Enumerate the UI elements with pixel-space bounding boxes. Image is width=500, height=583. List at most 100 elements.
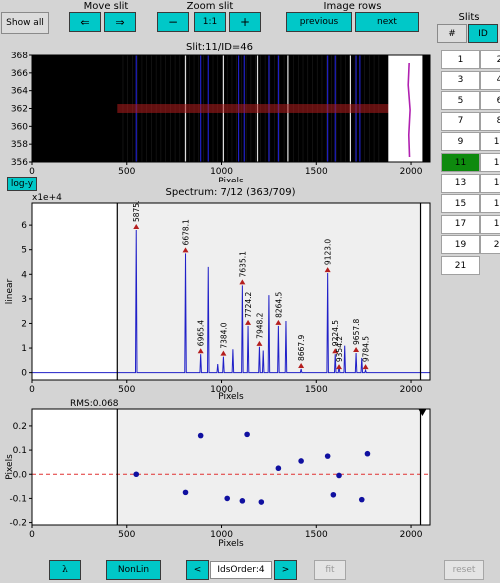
zoom-out-button[interactable]: − xyxy=(157,12,189,32)
spectrum-x-axis-label: Pixels xyxy=(218,392,244,400)
residual-plot[interactable]: 0 500 1000 1500 2000 -0.2 -0.1 0.0 0.1 0.2 Pixels P… xyxy=(0,405,436,550)
residual-point xyxy=(182,489,189,496)
image-x-tick-label: 1500 xyxy=(305,167,328,177)
reset-button[interactable]: reset xyxy=(444,560,484,580)
residual-y-tick-label: 0.0 xyxy=(13,470,28,480)
slit-item-6[interactable]: 6 xyxy=(480,91,500,111)
slit-item-17[interactable]: 17 xyxy=(441,214,480,234)
rms-label: RMS:0.068 xyxy=(70,399,119,409)
slit-item-21[interactable]: 21 xyxy=(441,256,480,275)
lambda-button[interactable]: λ xyxy=(49,560,81,580)
residual-point xyxy=(324,453,331,459)
spectrum-y-tick-label: 1 xyxy=(21,344,27,354)
line-id-label: 7635.1 xyxy=(238,251,247,277)
slit-item-12[interactable]: 12 xyxy=(480,153,500,172)
spectrum-frame xyxy=(31,202,431,381)
nonlin-button[interactable]: NonLin xyxy=(106,560,161,580)
spectrum-line xyxy=(32,230,430,374)
spectrum-plot[interactable]: 5875.6 6678.1 6965.4 7384.0 7635.1 7724.27948… xyxy=(0,200,436,400)
next-row-button[interactable]: next xyxy=(355,12,419,32)
slit-item-1[interactable]: 1 xyxy=(441,50,480,69)
slits-sort-id-tab[interactable]: ID xyxy=(468,24,498,43)
image-x-tick-label: 1000 xyxy=(210,167,233,177)
selected-row-band xyxy=(117,104,421,113)
slit-item-13[interactable]: 13 xyxy=(441,173,480,193)
slits-title: Slits xyxy=(458,12,480,23)
ids-order-field[interactable]: IdsOrder:4 xyxy=(210,561,272,579)
slit-image-panel[interactable]: 0 500 1000 1500 2000 368 366 364 362 360 358 356 Pix… xyxy=(0,52,436,182)
order-prev-button[interactable]: < xyxy=(186,560,209,580)
line-marker xyxy=(324,267,331,273)
line-marker xyxy=(256,340,263,346)
residual-y-axis-label: Pixels xyxy=(5,454,15,480)
line-id-label: 7384.0 xyxy=(219,322,228,348)
slit-item-10[interactable]: 10 xyxy=(480,132,500,152)
spectrum-window xyxy=(117,203,421,380)
line-id-label: 7948.2 xyxy=(255,312,264,338)
slit-item-11[interactable]: 11 xyxy=(441,153,480,172)
line-marker xyxy=(353,346,360,352)
slit-item-8[interactable]: 8 xyxy=(480,111,500,131)
line-id-label: 9657.8 xyxy=(352,318,361,344)
show-all-button[interactable]: Show all xyxy=(1,12,49,34)
line-id-label: 5875.6 xyxy=(132,200,141,222)
line-marker xyxy=(239,279,246,285)
slit-item-3[interactable]: 3 xyxy=(441,70,480,90)
spectrum-x-tick-label: 0 xyxy=(29,385,35,395)
residual-window xyxy=(117,409,421,525)
profile-strip xyxy=(388,55,423,162)
window-marker-icon xyxy=(418,409,427,416)
line-marker xyxy=(245,319,252,325)
line-marker xyxy=(332,348,339,354)
spectrum-y-tick-label: 4 xyxy=(21,270,27,280)
slit-item-20[interactable]: 20 xyxy=(480,235,500,255)
residual-point xyxy=(364,450,371,457)
spectrum-x-tick-label: 1500 xyxy=(305,385,328,395)
slit-item-5[interactable]: 5 xyxy=(441,91,480,111)
line-marker xyxy=(362,364,369,370)
move-slit-left-button[interactable]: ⇐ xyxy=(69,12,101,32)
image-x-tick-label: 0 xyxy=(29,167,35,177)
slit-item-18[interactable]: 18 xyxy=(480,214,500,234)
slit-item-15[interactable]: 15 xyxy=(441,194,480,214)
line-id-label: 9354.2 xyxy=(335,336,344,362)
slit-item-16[interactable]: 16 xyxy=(480,194,500,214)
slit-item-4[interactable]: 4 xyxy=(480,70,500,90)
slit-item-14[interactable]: 14 xyxy=(480,173,500,193)
line-id-label: 6965.4 xyxy=(197,320,206,346)
line-marker xyxy=(197,348,204,354)
spectrum-y-tick-label: 2 xyxy=(21,319,27,329)
residual-y-tick-label: -0.2 xyxy=(9,519,27,529)
residual-point xyxy=(133,471,140,478)
spectrum-y-tick-label: 6 xyxy=(21,221,27,231)
previous-row-button[interactable]: previous xyxy=(286,12,352,32)
slit-item-19[interactable]: 19 xyxy=(441,235,480,255)
residual-y-tick-label: 0.1 xyxy=(13,446,27,456)
image-x-axis-label: Pixels xyxy=(218,177,244,182)
image-y-tick-label: 362 xyxy=(11,105,28,115)
image-y-tick-label: 358 xyxy=(11,140,28,150)
line-id-label: 9224.5 xyxy=(331,320,340,346)
line-marker xyxy=(133,224,140,230)
residual-x-tick-label: 0 xyxy=(29,530,35,540)
image-y-tick-label: 356 xyxy=(11,158,28,168)
residual-y-tick-label: -0.1 xyxy=(9,494,27,504)
residual-point xyxy=(336,472,342,479)
order-next-button[interactable]: > xyxy=(274,560,297,580)
move-slit-right-button[interactable]: ⇒ xyxy=(104,12,136,32)
zoom-in-button[interactable]: + xyxy=(229,12,261,32)
line-id-label: 8264.5 xyxy=(274,291,283,317)
zoom-slit-title: Zoom slit xyxy=(186,1,234,12)
slit-item-2[interactable]: 2 xyxy=(480,50,500,69)
image-y-tick-label: 366 xyxy=(11,69,28,79)
fit-button[interactable]: fit xyxy=(314,560,346,580)
slit-item-9[interactable]: 9 xyxy=(441,132,480,152)
residual-point xyxy=(298,458,304,464)
zoom-reset-button[interactable]: 1:1 xyxy=(194,12,226,32)
line-id-label: 6678.1 xyxy=(182,219,191,245)
slits-sort-number-tab[interactable]: # xyxy=(437,24,467,43)
residual-x-tick-label: 500 xyxy=(118,530,135,540)
image-rows-title: Image rows xyxy=(323,1,382,12)
log-y-button[interactable]: log-y xyxy=(7,177,37,191)
slit-item-7[interactable]: 7 xyxy=(441,111,480,131)
